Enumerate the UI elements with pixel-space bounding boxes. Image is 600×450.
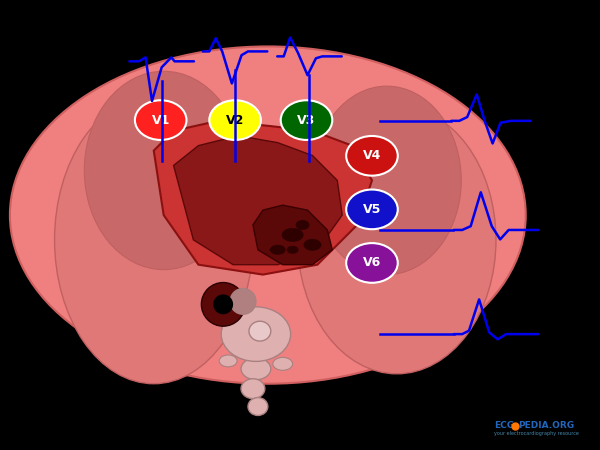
Ellipse shape — [209, 100, 261, 140]
Ellipse shape — [249, 321, 271, 341]
Text: V2: V2 — [226, 113, 244, 126]
Circle shape — [202, 283, 245, 326]
Text: your electrocardiography resource: your electrocardiography resource — [494, 431, 579, 436]
Ellipse shape — [221, 307, 290, 361]
Ellipse shape — [346, 136, 398, 176]
Ellipse shape — [281, 100, 332, 140]
Text: V5: V5 — [363, 203, 381, 216]
Ellipse shape — [248, 398, 268, 415]
Text: V3: V3 — [298, 113, 316, 126]
Ellipse shape — [313, 86, 461, 274]
Ellipse shape — [135, 100, 187, 140]
Circle shape — [213, 294, 233, 314]
Text: ECG: ECG — [494, 421, 514, 430]
Text: V6: V6 — [363, 256, 381, 270]
Polygon shape — [154, 121, 372, 274]
Polygon shape — [173, 136, 342, 265]
Polygon shape — [253, 205, 332, 265]
Text: PEDIA.ORG: PEDIA.ORG — [518, 421, 574, 430]
Ellipse shape — [55, 96, 253, 384]
Text: V1: V1 — [152, 113, 170, 126]
Ellipse shape — [10, 46, 526, 384]
Ellipse shape — [273, 357, 293, 370]
Ellipse shape — [270, 245, 286, 255]
Ellipse shape — [304, 239, 322, 251]
Ellipse shape — [287, 246, 299, 254]
Ellipse shape — [85, 71, 243, 270]
Ellipse shape — [346, 243, 398, 283]
Ellipse shape — [241, 379, 265, 399]
Text: V4: V4 — [363, 149, 381, 162]
Ellipse shape — [241, 358, 271, 380]
Ellipse shape — [219, 355, 237, 367]
Ellipse shape — [296, 220, 310, 230]
Circle shape — [230, 288, 256, 314]
Ellipse shape — [298, 106, 496, 374]
Ellipse shape — [282, 228, 304, 242]
Ellipse shape — [346, 189, 398, 229]
